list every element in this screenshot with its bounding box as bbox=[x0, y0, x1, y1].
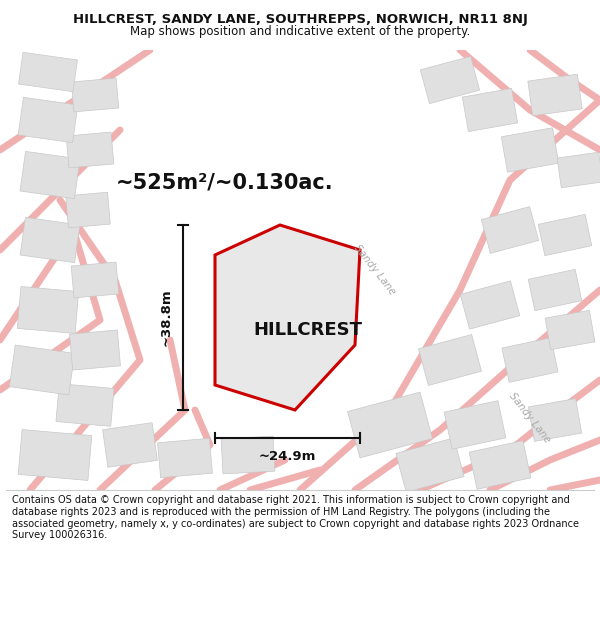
Polygon shape bbox=[481, 207, 539, 253]
Polygon shape bbox=[71, 78, 119, 112]
Polygon shape bbox=[421, 56, 479, 104]
Polygon shape bbox=[18, 429, 92, 481]
Polygon shape bbox=[56, 384, 114, 426]
Polygon shape bbox=[538, 214, 592, 256]
Polygon shape bbox=[529, 399, 581, 441]
Polygon shape bbox=[396, 438, 464, 492]
Text: Sandy Lane: Sandy Lane bbox=[352, 243, 398, 297]
Polygon shape bbox=[557, 152, 600, 188]
Text: HILLCREST: HILLCREST bbox=[254, 321, 362, 339]
Polygon shape bbox=[502, 338, 558, 382]
Polygon shape bbox=[528, 269, 582, 311]
Polygon shape bbox=[103, 422, 157, 468]
Polygon shape bbox=[545, 311, 595, 349]
Polygon shape bbox=[215, 225, 360, 410]
Polygon shape bbox=[17, 286, 79, 334]
Polygon shape bbox=[221, 436, 275, 474]
Polygon shape bbox=[19, 52, 77, 92]
Text: ~38.8m: ~38.8m bbox=[160, 289, 173, 346]
Text: Map shows position and indicative extent of the property.: Map shows position and indicative extent… bbox=[130, 24, 470, 38]
Polygon shape bbox=[10, 345, 74, 395]
Text: ~24.9m: ~24.9m bbox=[259, 450, 316, 463]
Polygon shape bbox=[347, 392, 433, 458]
Text: Contains OS data © Crown copyright and database right 2021. This information is : Contains OS data © Crown copyright and d… bbox=[12, 496, 579, 540]
Polygon shape bbox=[65, 192, 110, 228]
Text: Sandy Lane: Sandy Lane bbox=[508, 391, 553, 445]
Text: HILLCREST, SANDY LANE, SOUTHREPPS, NORWICH, NR11 8NJ: HILLCREST, SANDY LANE, SOUTHREPPS, NORWI… bbox=[73, 12, 527, 26]
Polygon shape bbox=[70, 330, 121, 370]
Polygon shape bbox=[463, 88, 518, 132]
Polygon shape bbox=[444, 401, 506, 449]
Polygon shape bbox=[20, 217, 80, 262]
Polygon shape bbox=[469, 441, 531, 489]
Polygon shape bbox=[66, 132, 114, 168]
Polygon shape bbox=[460, 281, 520, 329]
Polygon shape bbox=[528, 74, 582, 116]
Polygon shape bbox=[71, 262, 119, 298]
Text: ~525m²/~0.130ac.: ~525m²/~0.130ac. bbox=[116, 172, 334, 192]
Polygon shape bbox=[419, 334, 481, 386]
Polygon shape bbox=[18, 98, 78, 142]
Polygon shape bbox=[501, 127, 559, 172]
Polygon shape bbox=[158, 438, 212, 478]
Polygon shape bbox=[20, 151, 80, 199]
